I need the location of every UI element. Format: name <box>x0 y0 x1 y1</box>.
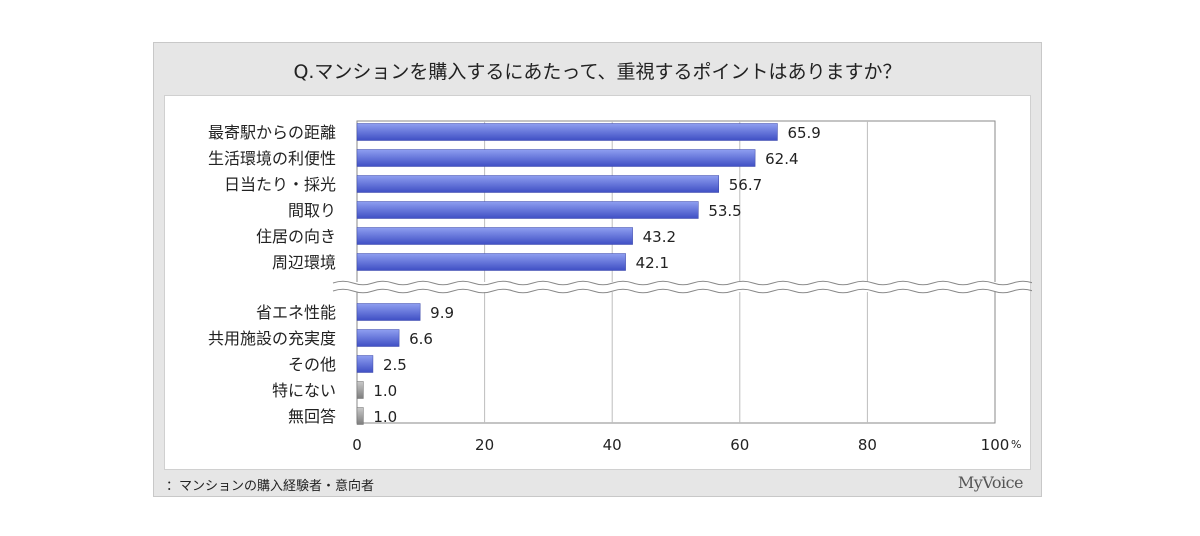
bar <box>356 253 626 271</box>
value-label: 43.2 <box>643 228 676 246</box>
value-label: 65.9 <box>787 124 820 142</box>
plot-frame <box>356 120 996 424</box>
bar <box>356 201 699 219</box>
value-label: 6.6 <box>409 330 433 348</box>
x-tick-label: 80 <box>858 436 877 454</box>
axis-break-line <box>332 280 1032 286</box>
value-label: 1.0 <box>373 382 397 400</box>
value-label: 42.1 <box>636 254 669 272</box>
bar <box>356 381 364 399</box>
category-label: 最寄駅からの距離 <box>208 123 336 142</box>
x-tick-label: 20 <box>475 436 494 454</box>
category-label: 特にない <box>272 381 336 400</box>
axis-break-line <box>332 288 1032 294</box>
brand-logo: MyVoice <box>957 473 1024 492</box>
value-label: 2.5 <box>383 356 407 374</box>
category-label: 日当たり・採光 <box>224 175 336 194</box>
x-unit-label: % <box>1011 438 1021 451</box>
x-tick-label: 0 <box>352 436 362 454</box>
value-label: 56.7 <box>729 176 762 194</box>
category-label: 共用施設の充実度 <box>208 329 336 348</box>
category-label: 周辺環境 <box>272 253 336 272</box>
chart-title: Q.マンションを購入するにあたって、重視するポイントはありますか？ <box>293 61 902 83</box>
bar <box>356 303 421 321</box>
bar <box>356 355 374 373</box>
category-label: 住居の向き <box>256 227 336 246</box>
value-label: 9.9 <box>430 304 454 322</box>
category-label: 省エネ性能 <box>256 303 336 322</box>
bar <box>356 227 633 245</box>
bar <box>356 149 756 167</box>
footnote: ：マンションの購入経験者・意向者 <box>166 479 375 494</box>
bar <box>356 329 400 347</box>
chart-panel: Q.マンションを購入するにあたって、重視するポイントはありますか？ 0 20 40 6… <box>153 42 1042 497</box>
x-tick-label: 100 <box>981 436 1010 454</box>
axis-break-mask <box>333 282 1025 292</box>
value-label: 1.0 <box>373 408 397 426</box>
value-label: 62.4 <box>765 150 798 168</box>
bar <box>356 407 364 425</box>
bar <box>356 175 719 193</box>
bar <box>356 123 778 141</box>
x-tick-label: 40 <box>603 436 622 454</box>
x-tick-label: 60 <box>730 436 749 454</box>
category-label: 無回答 <box>288 407 336 426</box>
category-label: 生活環境の利便性 <box>208 149 336 168</box>
bar-chart: 0 20 40 60 80 100 % 最寄駅からの距離 65.9 生活環境の利便性 62.4 日当た… <box>208 120 1032 454</box>
category-label: 間取り <box>288 201 336 220</box>
value-label: 53.5 <box>708 202 741 220</box>
category-label: その他 <box>288 355 336 374</box>
plot-area-frame: 0 20 40 60 80 100% 最寄駅からの距離 65.9 生活環境の利便性 62.4 日当た… <box>164 95 1032 470</box>
